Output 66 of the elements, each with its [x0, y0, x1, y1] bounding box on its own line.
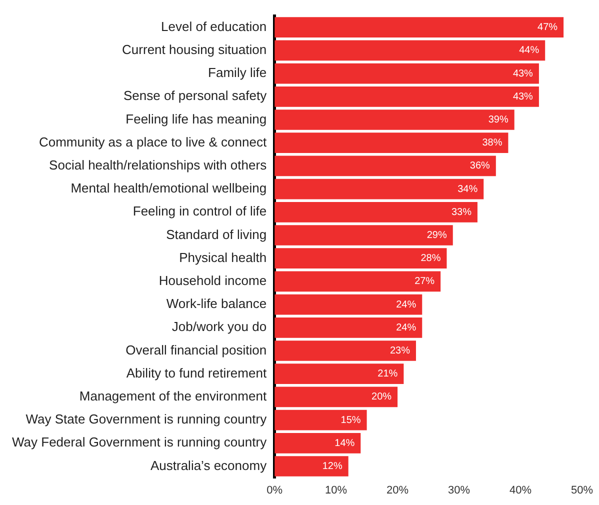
- y-tick-label: Feeling life has meaning: [126, 111, 267, 126]
- bar: [274, 386, 398, 408]
- bar: [274, 40, 546, 61]
- y-tick-label: Job/work you do: [172, 319, 267, 334]
- y-tick-label: Feeling in control of life: [132, 204, 267, 219]
- data-label: 33%: [451, 206, 472, 218]
- bar: [274, 63, 539, 84]
- y-tick-label: Level of education: [161, 18, 267, 34]
- data-label: 15%: [340, 414, 361, 426]
- y-tick-label: Way Federal Government is running country: [12, 434, 268, 450]
- x-tick-label: 0%: [266, 484, 283, 496]
- data-label: 28%: [420, 253, 441, 264]
- bar: [274, 156, 496, 176]
- data-label: 12%: [322, 461, 342, 472]
- bar: [274, 432, 361, 454]
- x-tick-label: 50%: [570, 484, 594, 496]
- y-tick-label: Standard of living: [166, 226, 267, 242]
- bar: [274, 271, 441, 292]
- bar: [274, 86, 539, 107]
- data-label: 38%: [482, 138, 502, 149]
- x-tick-label: 20%: [386, 484, 409, 496]
- bar: [274, 456, 348, 476]
- data-label: 14%: [334, 438, 355, 449]
- y-tick-label: Social health/relationships with others: [49, 158, 268, 173]
- y-tick-label: Work-life balance: [166, 296, 267, 312]
- data-label: 23%: [390, 346, 410, 356]
- bar: [274, 17, 564, 38]
- y-tick-label: Community as a place to live & connect: [38, 134, 267, 150]
- data-label: 24%: [396, 299, 416, 310]
- data-label: 44%: [519, 45, 540, 56]
- y-tick-label: Current housing situation: [122, 42, 267, 58]
- y-tick-label: Physical health: [179, 250, 267, 265]
- x-tick-label: 10%: [325, 484, 348, 496]
- y-tick-label: Family life: [208, 65, 267, 80]
- bar: [274, 178, 484, 200]
- data-label: 43%: [512, 91, 534, 102]
- data-label: 24%: [396, 322, 416, 334]
- y-tick-label: Household income: [158, 273, 267, 288]
- data-label: 36%: [470, 160, 490, 172]
- y-tick-label: Way State Government is running country: [26, 412, 268, 427]
- data-label: 43%: [512, 68, 534, 80]
- data-label: 29%: [426, 230, 447, 241]
- bar: [274, 110, 514, 130]
- bar: [274, 317, 422, 338]
- bar: [274, 202, 478, 222]
- bar: [274, 294, 422, 315]
- bar: [274, 225, 453, 246]
- data-label: 27%: [414, 276, 435, 288]
- y-tick-label: Overall financial position: [126, 342, 267, 358]
- x-tick-label: 40%: [509, 484, 532, 496]
- data-label: 21%: [378, 368, 398, 380]
- data-label: 47%: [538, 22, 558, 34]
- bar: [274, 410, 367, 430]
- data-label: 20%: [372, 392, 392, 403]
- y-tick-label: Management of the environment: [79, 388, 267, 404]
- data-label: 34%: [458, 184, 478, 195]
- data-label: 39%: [488, 114, 508, 126]
- y-tick-label: Ability to fund retirement: [126, 365, 267, 380]
- bar: [274, 364, 404, 384]
- bar: [274, 340, 416, 361]
- y-tick-label: Mental health/emotional wellbeing: [70, 180, 267, 196]
- y-tick-label: Sense of personal safety: [123, 88, 268, 104]
- bar: [274, 248, 447, 269]
- bar: [274, 132, 508, 154]
- y-tick-label: Australia’s economy: [150, 458, 268, 473]
- x-tick-label: 30%: [448, 484, 470, 496]
